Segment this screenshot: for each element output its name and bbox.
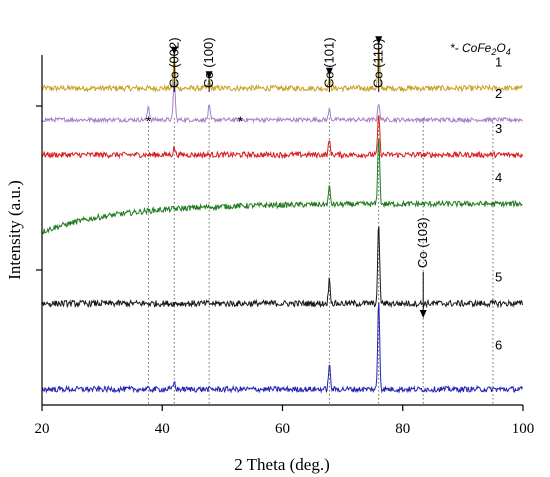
annotation-arrowhead: [419, 310, 427, 318]
x-tick-label: 20: [35, 421, 50, 437]
series-label: 1: [495, 54, 502, 69]
star-marker: *: [238, 113, 244, 129]
series-label: 6: [495, 337, 502, 352]
y-axis-title: Intensity (a.u.): [5, 180, 24, 280]
series-line-6: [41, 302, 523, 394]
axes: [36, 55, 523, 406]
legend-note-sub2: 4: [506, 47, 511, 57]
x-tick-label: 60: [275, 421, 290, 437]
x-axis-title: 2 Theta (deg.): [234, 455, 330, 474]
peak-label: Co (101): [321, 37, 336, 88]
reference-lines: [147, 118, 494, 405]
series-label: 4: [495, 170, 502, 185]
x-tick-label: 100: [512, 421, 535, 437]
star-marker: *: [146, 113, 152, 129]
peak-label: Co (103): [415, 217, 430, 268]
peak-annotations: Co (002) Co (100) Co (101) Co (110) Co (103)…: [146, 36, 430, 318]
series-line-4: [41, 138, 523, 235]
series-line-1: [41, 46, 523, 93]
legend-note-sub1: 2: [490, 47, 496, 57]
series-curves: [41, 46, 523, 394]
curve-labels: 1 2 3 4 5 6: [495, 54, 502, 352]
x-tick-label: 40: [155, 421, 170, 437]
series-line-2: [41, 80, 523, 124]
x-tick-label: 80: [395, 421, 410, 437]
legend-note-prefix: *-: [450, 41, 462, 55]
annotation-arrowhead: [325, 67, 333, 76]
series-label: 5: [495, 270, 502, 285]
legend-note-formula: CoFe: [462, 41, 492, 55]
legend-note: *- CoFe2O4: [450, 41, 511, 57]
series-line-5: [41, 226, 523, 309]
series-line-3: [41, 115, 523, 160]
annotation-arrowhead: [375, 36, 383, 45]
annotation-arrowhead: [170, 46, 178, 55]
x-ticks: 20 40 60 80 100: [35, 405, 535, 437]
peak-label: Co (110): [371, 38, 386, 88]
peak-label: Co (100): [201, 37, 216, 88]
peak-label: Co (002): [166, 37, 181, 88]
series-label: 3: [495, 121, 502, 136]
legend-note-mid: O: [496, 41, 505, 55]
annotation-arrowhead: [205, 71, 213, 80]
series-label: 2: [495, 86, 502, 101]
